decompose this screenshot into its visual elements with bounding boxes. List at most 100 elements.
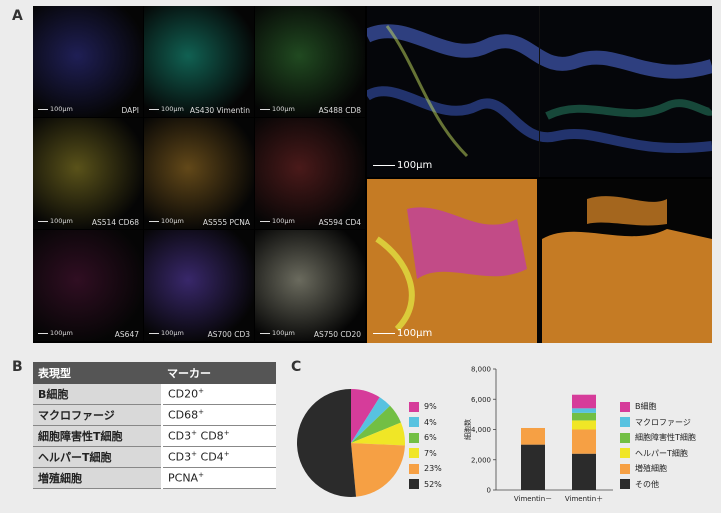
marker-name: PCNA xyxy=(168,471,199,485)
bar-segment xyxy=(572,453,596,490)
scale-bar: 100µm xyxy=(149,105,184,113)
marker-sign: + xyxy=(191,429,198,438)
bar-segment xyxy=(572,394,596,409)
marker-sign: + xyxy=(198,471,204,480)
channel-label: AS514 CD68 xyxy=(91,218,139,227)
table-row: マクロファージ CD68+ xyxy=(33,404,276,426)
y-tick-label: 8,000 xyxy=(471,366,491,374)
marker-cell: CD3+ CD4+ xyxy=(162,446,276,468)
composite-scale-bar-top: 100µm xyxy=(373,160,432,171)
bar-legend: B細胞 マクロファージ 細胞障害性T細胞 ヘルパーT細胞 増殖細胞 その他 xyxy=(620,399,696,492)
composite-scale-bar-bottom: 100µm xyxy=(373,328,432,339)
legend-swatch xyxy=(409,401,419,412)
table-row: 細胞障害性T細胞 CD3+ CD8+ xyxy=(33,425,276,447)
pie-percent-label: 23% xyxy=(424,464,442,474)
pie-slice xyxy=(351,397,391,443)
legend-swatch xyxy=(409,417,419,428)
pie-legend-item: 4% xyxy=(409,415,442,431)
marker-name: CD4 xyxy=(197,450,224,464)
channel-tile: 100µm AS750 CD20 xyxy=(255,230,365,341)
scale-bar: 100µm xyxy=(38,329,73,337)
legend-swatch xyxy=(409,432,419,443)
pie-legend: 9% 4% 6% 7% 23% 52% xyxy=(409,399,442,492)
phenotype-cell: 細胞障害性T細胞 xyxy=(33,425,163,447)
table-body: B細胞 CD20+ マクロファージ CD68+ 細胞障害性T細胞 CD3+ CD8+ ヘルパ… xyxy=(33,384,276,489)
phenotype-cell: 増殖細胞 xyxy=(33,467,163,489)
scale-bar: 100µm xyxy=(260,329,295,337)
marker-name: CD68 xyxy=(168,408,199,422)
bar-segment xyxy=(572,420,596,430)
pie-chart xyxy=(297,389,405,497)
channel-label: AS430 Vimentin xyxy=(189,106,250,115)
composite-top-texture xyxy=(367,6,712,177)
pie-slice xyxy=(351,405,401,443)
pie-percent-label: 9% xyxy=(424,402,437,412)
bar-legend-item: ヘルパーT細胞 xyxy=(620,446,696,462)
channel-label: AS555 PCNA xyxy=(202,218,250,227)
y-tick-label: 0 xyxy=(487,487,491,495)
phenotype-cell: B細胞 xyxy=(33,384,163,405)
bar-segment xyxy=(572,412,596,421)
legend-swatch xyxy=(620,401,630,412)
phenotype-cell: ヘルパーT細胞 xyxy=(33,446,163,468)
marker-sign: + xyxy=(198,387,205,396)
channel-label: AS488 CD8 xyxy=(318,106,361,115)
bar-legend-item: マクロファージ xyxy=(620,415,696,431)
bar-legend-item: B細胞 xyxy=(620,399,696,415)
x-category-label: Vimentin＋ xyxy=(565,495,603,503)
pie-percent-label: 6% xyxy=(424,433,437,443)
table-row: B細胞 CD20+ xyxy=(33,384,276,405)
pie-percent-label: 52% xyxy=(424,479,442,489)
marker-cell: PCNA+ xyxy=(162,467,276,489)
series-name-label: その他 xyxy=(635,479,659,489)
pie-legend-item: 7% xyxy=(409,446,442,462)
legend-swatch xyxy=(409,479,419,490)
scale-bar: 100µm xyxy=(38,217,73,225)
scale-bar: 100µm xyxy=(149,329,184,337)
marker-name: CD20 xyxy=(168,387,199,401)
series-name-label: マクロファージ xyxy=(635,417,691,427)
bar-legend-item: その他 xyxy=(620,477,696,493)
marker-cell: CD20+ xyxy=(162,384,276,405)
pie-percent-label: 4% xyxy=(424,417,437,427)
panel-label-b: B xyxy=(12,359,23,375)
marker-sign: + xyxy=(223,450,230,459)
marker-header: マーカー xyxy=(162,362,276,384)
bar-segment xyxy=(572,429,596,454)
channel-label: DAPI xyxy=(121,106,139,115)
series-name-label: 増殖細胞 xyxy=(635,464,667,474)
marker-sign: + xyxy=(191,450,198,459)
marker-cell: CD68+ xyxy=(162,404,276,426)
channel-label: AS594 CD4 xyxy=(318,218,361,227)
channel-tile: 100µm AS430 Vimentin xyxy=(144,6,254,117)
legend-swatch xyxy=(620,432,630,443)
legend-swatch xyxy=(409,448,419,459)
phenotype-header: 表現型 xyxy=(33,362,162,384)
composite-bottom-texture xyxy=(367,179,712,343)
x-category-label: Vimentin－ xyxy=(514,495,552,503)
panel-label-a: A xyxy=(12,8,23,24)
channel-tile: 100µm AS488 CD8 xyxy=(255,6,365,117)
marker-name: CD8 xyxy=(197,429,224,443)
channel-label: AS750 CD20 xyxy=(313,330,361,339)
scale-bar: 100µm xyxy=(149,217,184,225)
scale-bar: 100µm xyxy=(260,105,295,113)
table-header-row: 表現型 マーカー xyxy=(33,362,276,384)
composite-image-bottom: 100µm xyxy=(367,179,712,343)
bar-segment xyxy=(521,427,545,445)
pie-slice xyxy=(297,389,357,497)
table-row: 増殖細胞 PCNA+ xyxy=(33,467,276,489)
channel-tile: 100µm AS647 xyxy=(33,230,143,341)
marker-sign: + xyxy=(223,429,230,438)
phenotype-marker-table: 表現型 マーカー B細胞 CD20+ マクロファージ CD68+ 細胞障害性T細胞 CD3… xyxy=(33,362,276,489)
scale-bar: 100µm xyxy=(260,217,295,225)
phenotype-cell: マクロファージ xyxy=(33,404,163,426)
marker-sign: + xyxy=(198,408,205,417)
pie-slice xyxy=(351,443,405,497)
legend-swatch xyxy=(620,479,630,490)
channel-tile: 100µm AS594 CD4 xyxy=(255,118,365,229)
scale-bar: 100µm xyxy=(38,105,73,113)
y-axis-label: 細胞数 xyxy=(463,419,472,440)
y-tick-label: 6,000 xyxy=(471,396,491,404)
pie-slice xyxy=(351,389,380,443)
